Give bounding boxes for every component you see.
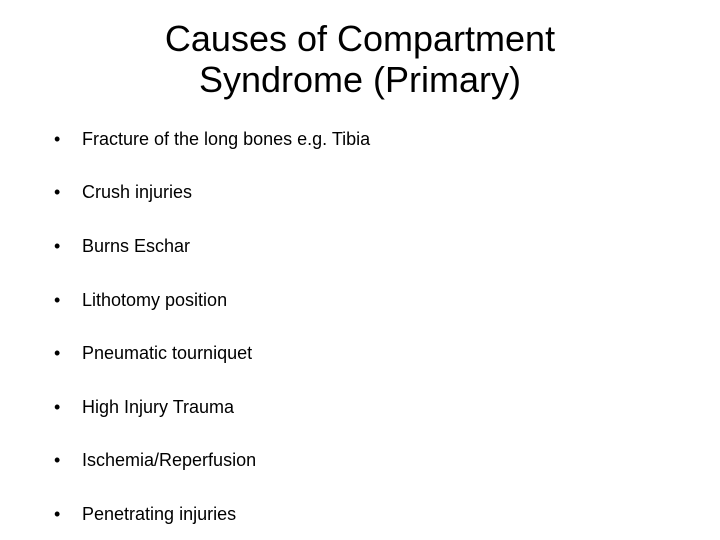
list-item: Penetrating injuries (50, 504, 670, 526)
list-item: Pneumatic tourniquet (50, 343, 670, 365)
title-line-1: Causes of Compartment (165, 18, 555, 59)
list-item: Lithotomy position (50, 290, 670, 312)
bullet-text: Ischemia/Reperfusion (82, 450, 256, 470)
bullet-text: Lithotomy position (82, 290, 227, 310)
bullet-text: Burns Eschar (82, 236, 190, 256)
bullet-text: Penetrating injuries (82, 504, 236, 524)
list-item: Ischemia/Reperfusion (50, 450, 670, 472)
bullet-text: Fracture of the long bones e.g. Tibia (82, 129, 370, 149)
list-item: Crush injuries (50, 182, 670, 204)
slide-container: Causes of Compartment Syndrome (Primary)… (0, 0, 720, 540)
title-line-2: Syndrome (Primary) (199, 59, 521, 100)
list-item: Burns Eschar (50, 236, 670, 258)
bullet-text: High Injury Trauma (82, 397, 234, 417)
bullet-text: Pneumatic tourniquet (82, 343, 252, 363)
list-item: High Injury Trauma (50, 397, 670, 419)
slide-title: Causes of Compartment Syndrome (Primary) (50, 18, 670, 101)
bullet-text: Crush injuries (82, 182, 192, 202)
bullet-list: Fracture of the long bones e.g. Tibia Cr… (50, 129, 670, 526)
list-item: Fracture of the long bones e.g. Tibia (50, 129, 670, 151)
